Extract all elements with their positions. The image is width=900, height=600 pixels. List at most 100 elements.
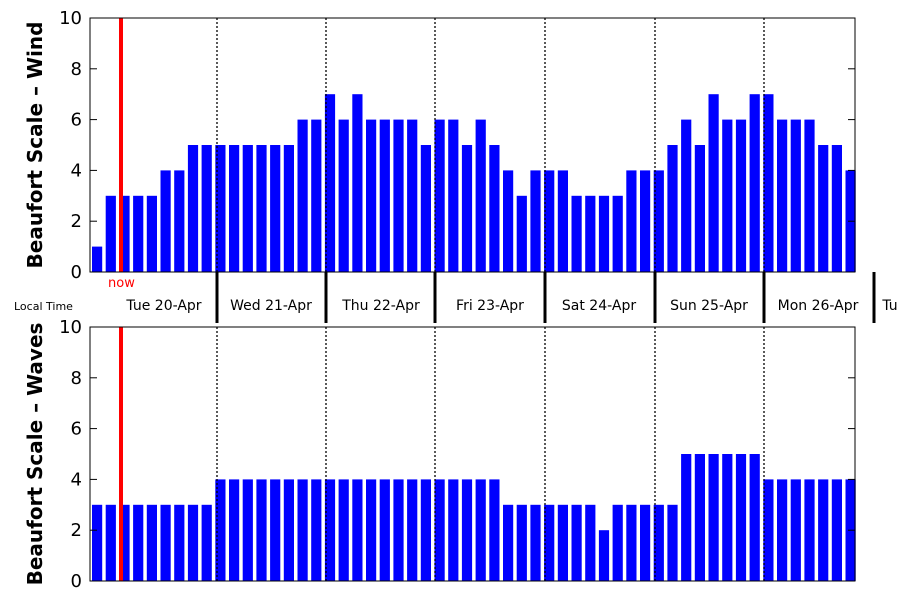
waves-bar — [448, 479, 459, 581]
wind-bar — [530, 170, 541, 272]
waves-bar — [352, 479, 363, 581]
wind-bar — [146, 195, 157, 272]
wind-bar — [187, 145, 199, 272]
waves-bar — [242, 479, 253, 581]
wind-bar — [640, 170, 651, 272]
wind-bar — [256, 145, 267, 272]
waves-bar — [215, 479, 226, 581]
waves-bar — [420, 479, 431, 581]
wind-panel: 0 2 4 6 8 10 Beaufort Scale – Wind now — [23, 8, 856, 291]
wind-bar — [818, 145, 829, 272]
waves-bar — [749, 454, 760, 581]
day-label: Sun 25-Apr — [670, 298, 748, 314]
y-tick-label: 0 — [71, 262, 82, 283]
waves-panel: 0 2 4 6 8 10 Beaufort Scale – Waves — [23, 317, 856, 592]
wind-bar — [119, 195, 130, 272]
waves-bar — [818, 479, 829, 581]
waves-bar — [503, 504, 514, 581]
waves-bar — [270, 479, 281, 581]
wind-bar — [160, 170, 171, 272]
wind-bar — [598, 195, 610, 272]
wind-bar — [297, 119, 308, 272]
waves-bar — [585, 504, 596, 581]
wind-bar — [653, 170, 664, 272]
waves-bar — [777, 479, 788, 581]
day-label: Sat 24-Apr — [562, 298, 636, 314]
local-time-label: Local Time — [14, 300, 73, 313]
wind-bar — [544, 170, 555, 272]
wind-bar — [434, 119, 445, 272]
waves-bar — [201, 504, 212, 581]
waves-bar — [557, 504, 568, 581]
wind-bar — [804, 119, 815, 272]
waves-bar — [133, 504, 144, 581]
wind-bar — [749, 94, 760, 272]
y-tick-label: 10 — [59, 8, 82, 29]
waves-bar — [735, 454, 747, 581]
waves-bar — [804, 479, 815, 581]
wind-bar — [407, 119, 418, 272]
waves-bar — [119, 504, 130, 581]
y-tick-label: 8 — [71, 59, 82, 80]
wind-bar — [735, 119, 747, 272]
waves-bar — [92, 504, 103, 581]
waves-bar — [461, 479, 473, 581]
y-tick-label: 2 — [71, 520, 82, 541]
waves-bar — [681, 454, 692, 581]
wind-bar — [420, 145, 431, 272]
y-tick-label: 10 — [59, 317, 82, 338]
waves-bar — [297, 479, 308, 581]
day-label: Tu — [881, 298, 897, 314]
wind-bar — [448, 119, 459, 272]
waves-bar — [366, 479, 377, 581]
wind-bar — [242, 145, 253, 272]
wind-bar — [352, 94, 363, 272]
wind-bar — [324, 94, 336, 272]
wind-bar — [270, 145, 281, 272]
waves-bar — [311, 479, 322, 581]
wind-bar — [626, 170, 637, 272]
waves-bar — [146, 504, 157, 581]
waves-bar — [516, 504, 527, 581]
wind-bar — [201, 145, 212, 272]
wind-bar — [92, 246, 103, 272]
now-label: now — [108, 276, 135, 291]
waves-bar — [530, 504, 541, 581]
wind-bar — [475, 119, 486, 272]
day-label: Fri 23-Apr — [456, 298, 524, 314]
wind-bar — [722, 119, 733, 272]
wind-bar — [503, 170, 514, 272]
waves-bar — [174, 504, 185, 581]
wind-bar — [283, 145, 294, 272]
waves-bar — [338, 479, 349, 581]
waves-y-axis-label: Beaufort Scale – Waves — [23, 323, 47, 586]
y-tick-label: 2 — [71, 211, 82, 232]
waves-bar — [393, 479, 404, 581]
wind-bar — [338, 119, 349, 272]
wind-bar — [393, 119, 404, 272]
wind-bar — [229, 145, 240, 272]
wind-bar — [790, 119, 801, 272]
waves-bar — [598, 530, 610, 581]
y-tick-label: 4 — [71, 160, 82, 181]
waves-bar — [407, 479, 418, 581]
wind-bar — [215, 145, 226, 272]
wind-bar — [681, 119, 692, 272]
wind-bar — [516, 195, 527, 272]
wind-bar — [708, 94, 719, 272]
waves-bar — [708, 454, 719, 581]
y-tick-label: 6 — [71, 110, 82, 131]
waves-bar — [653, 504, 664, 581]
wind-bar — [379, 119, 390, 272]
wind-bar — [489, 145, 500, 272]
waves-bar — [831, 479, 842, 581]
wind-bar — [557, 170, 568, 272]
waves-bar — [324, 479, 336, 581]
waves-bar — [694, 454, 705, 581]
time-axis: Local Time Tue 20-Apr Wed 21-Apr Thu 22-Ap… — [14, 272, 898, 323]
day-label: Tue 20-Apr — [125, 298, 201, 314]
waves-bar — [544, 504, 555, 581]
waves-bar — [722, 454, 733, 581]
waves-bar — [187, 504, 199, 581]
day-label: Wed 21-Apr — [230, 298, 312, 314]
